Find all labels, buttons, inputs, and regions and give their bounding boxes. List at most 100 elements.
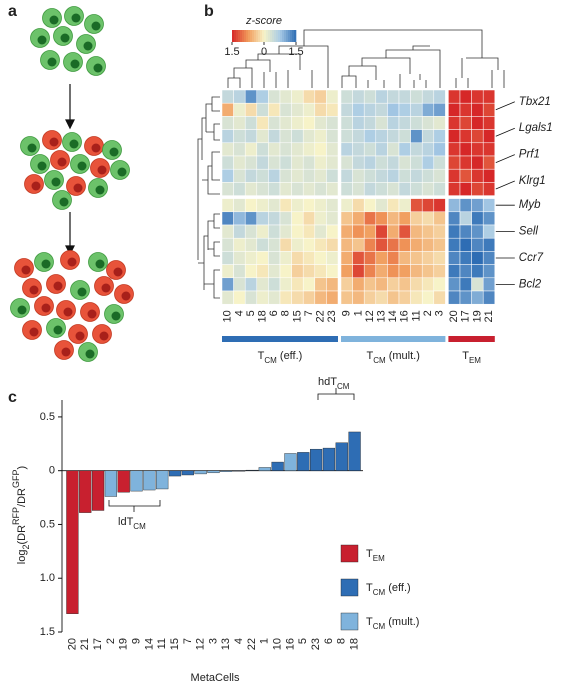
heatmap-cell	[244, 198, 258, 213]
bar	[91, 470, 105, 511]
heatmap-cell	[352, 237, 365, 252]
legend-label: TEM	[366, 548, 385, 563]
heatmap-cell	[340, 116, 353, 130]
heatmap-cell	[375, 211, 388, 226]
heatmap-cell	[291, 264, 304, 279]
nucleus	[95, 185, 105, 195]
arrow-head	[65, 119, 75, 130]
legend-swatch	[340, 544, 359, 563]
heatmap-cell	[233, 198, 246, 213]
label-part: T	[258, 350, 265, 362]
heatmap-cell	[256, 142, 269, 157]
heatmap-cell	[482, 277, 496, 292]
label-part: (DR	[16, 525, 28, 545]
x-tick-label: 16	[284, 638, 296, 650]
gene: Tbx21	[519, 96, 551, 108]
heatmap-cell	[387, 211, 400, 226]
dendrogram-top	[227, 29, 505, 88]
heatmap-cell	[387, 142, 400, 157]
heatmap-cell	[459, 102, 472, 117]
heatmap-cell	[433, 251, 446, 265]
heatmap-cell	[291, 237, 304, 252]
heatmap-cell	[244, 89, 258, 104]
heatmap-cell	[471, 89, 484, 104]
colorbar-step	[248, 30, 251, 42]
heatmap-cell	[326, 224, 339, 239]
heatmap-cell	[352, 155, 365, 170]
heatmap-cell	[363, 224, 377, 239]
label-sub: CM	[264, 356, 277, 365]
heatmap-cell	[291, 211, 304, 226]
heatmap-cell	[221, 142, 234, 157]
label-part: hd	[318, 376, 330, 388]
colorbar-step	[294, 30, 297, 42]
heatmap-cell	[244, 251, 258, 265]
x-tick-label: 10	[272, 638, 284, 650]
bar	[322, 447, 336, 471]
heatmap-cell	[314, 237, 327, 252]
heatmap-cell	[363, 211, 377, 226]
heatmap-cell	[256, 168, 269, 183]
column-label: 20	[448, 310, 460, 322]
nucleus	[37, 35, 47, 45]
heatmap-cell	[421, 211, 435, 226]
heatmap-cell	[410, 251, 423, 265]
heatmap-cell	[448, 168, 461, 183]
gene: Klrg1	[519, 175, 546, 187]
heatmap-cell	[410, 290, 423, 305]
heatmap-cell	[268, 89, 281, 104]
bar	[181, 470, 194, 476]
heatmap-cell	[459, 211, 472, 226]
heatmap-cell	[421, 198, 435, 213]
heatmap-cell	[471, 142, 484, 157]
heatmap-cell	[244, 142, 258, 157]
colorbar-step	[262, 30, 265, 42]
heatmap-cell	[221, 102, 234, 117]
heatmap-cell	[244, 102, 258, 117]
nucleus	[53, 325, 63, 335]
bar	[220, 470, 233, 472]
heatmap-cell	[363, 277, 377, 292]
heatmap-cell	[326, 155, 339, 170]
heatmap-cell	[459, 168, 472, 183]
x-tick-label: 18	[348, 638, 360, 650]
heatmap-cell	[221, 251, 234, 265]
bar	[284, 453, 297, 471]
heatmap-cell	[233, 251, 246, 265]
colorbar-step	[232, 30, 235, 42]
heatmap-cell	[352, 89, 365, 104]
heatmap-cell	[375, 142, 388, 157]
heatmap-cell	[256, 211, 269, 226]
heatmap-cell	[375, 155, 388, 170]
heatmap-cell	[448, 198, 461, 213]
heatmap-cell	[314, 290, 327, 305]
heatmap-cell	[244, 168, 258, 183]
heatmap-cell	[279, 168, 292, 183]
heatmap-cell	[302, 198, 316, 213]
nucleus	[27, 143, 37, 153]
heatmap-cell	[326, 251, 339, 265]
heatmap-cell	[410, 168, 423, 183]
gene: Sell	[519, 226, 539, 238]
bar	[79, 470, 92, 513]
x-tick-label: 12	[195, 638, 207, 650]
heatmap-cell	[410, 142, 423, 157]
heatmap-cell	[448, 129, 461, 144]
colorbar-tick-label: 0	[261, 46, 267, 58]
colorbar-step	[246, 30, 249, 42]
colorbar-step	[270, 30, 273, 42]
heatmap-cell	[291, 102, 304, 117]
heatmap-cell	[482, 142, 496, 157]
heatmap-cell	[398, 224, 411, 239]
heatmap-cell	[433, 237, 446, 252]
colorbar-step	[278, 30, 281, 42]
heatmap-cell	[482, 264, 496, 279]
heatmap-cell	[410, 277, 423, 292]
heatmap-cell	[340, 224, 353, 239]
label-part: RFP	[11, 507, 21, 525]
heatmap-cell	[244, 264, 258, 279]
heatmap-cell	[256, 264, 269, 279]
y-tick-label: 0	[49, 465, 55, 477]
heatmap-cell	[279, 142, 292, 157]
heatmap-cell	[398, 142, 411, 157]
